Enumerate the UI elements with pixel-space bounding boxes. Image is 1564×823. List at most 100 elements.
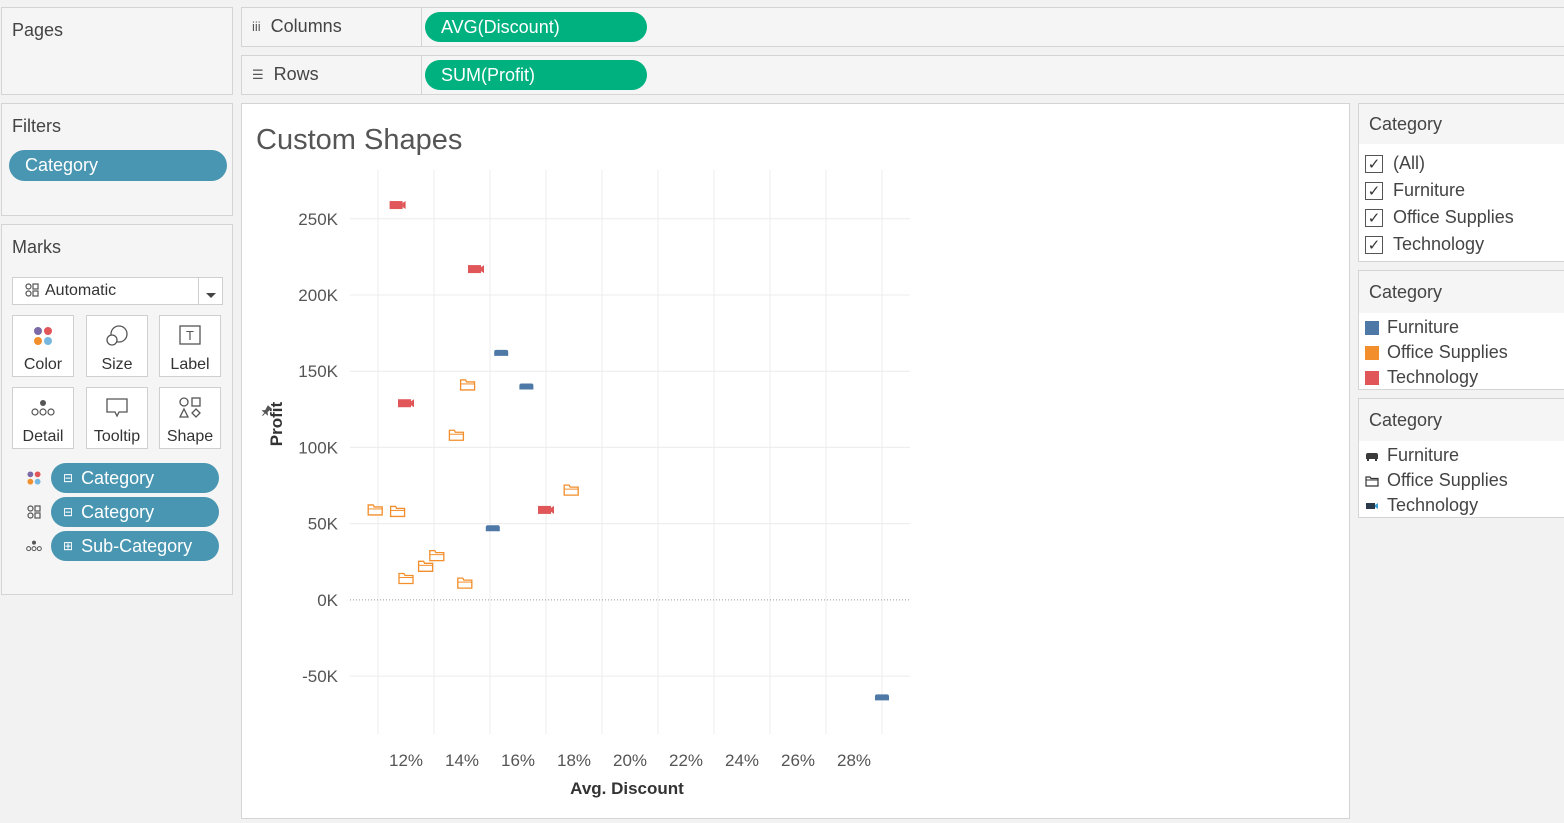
x-tick-label: 28% — [837, 751, 871, 770]
x-axis-label: Avg. Discount — [570, 779, 684, 798]
shape-field-pill[interactable]: ⊟ Category — [51, 497, 219, 527]
scatter-point[interactable] — [398, 572, 414, 585]
rows-icon: ☰ — [252, 66, 264, 82]
filter-item-all[interactable]: ✓ (All) — [1359, 150, 1564, 177]
size-button[interactable]: Size — [86, 315, 148, 377]
projector-lens — [402, 201, 406, 210]
filter-item-technology[interactable]: ✓ Technology — [1359, 231, 1564, 258]
detail-button[interactable]: Detail — [12, 387, 74, 449]
color-icon — [22, 470, 46, 486]
scatter-point[interactable] — [494, 349, 509, 356]
scatter-point[interactable] — [519, 383, 534, 390]
marks-field-row-detail: ⊞ Sub-Category — [22, 531, 219, 561]
filter-pill-category[interactable]: Category — [9, 150, 227, 181]
shelf-divider — [421, 56, 422, 94]
scatter-point[interactable] — [468, 265, 484, 274]
color-button[interactable]: Color — [12, 315, 74, 377]
color-legend-item-technology[interactable]: Technology — [1359, 365, 1564, 390]
filters-card[interactable]: Filters Category — [1, 103, 233, 216]
shape-legend-item-furniture[interactable]: Furniture — [1359, 443, 1564, 468]
y-tick-label: 50K — [308, 515, 339, 534]
color-swatch — [1365, 345, 1379, 360]
columns-shelf[interactable]: iii Columns AVG(Discount) — [241, 7, 1564, 47]
folder-icon — [398, 572, 414, 585]
rows-pill[interactable]: SUM(Profit) — [425, 60, 647, 90]
scatter-point[interactable] — [459, 379, 476, 391]
detail-field-pill[interactable]: ⊞ Sub-Category — [51, 531, 219, 561]
marks-title: Marks — [12, 237, 61, 257]
color-label: Color — [23, 356, 63, 373]
viz-area[interactable]: Custom Shapes 12% 14% 16% 18% 20% 22% 24% 26% 28… — [241, 103, 1350, 819]
scatter-point[interactable] — [389, 505, 406, 518]
x-tick-label: 20% — [613, 751, 647, 770]
tooltip-button[interactable]: Tooltip — [86, 387, 148, 449]
x-tick-label: 18% — [557, 751, 591, 770]
color-field-pill[interactable]: ⊟ Category — [51, 463, 219, 493]
mark-type-value: Automatic — [45, 282, 117, 299]
filter-item-furniture[interactable]: ✓ Furniture — [1359, 177, 1564, 204]
dropdown-divider — [198, 278, 199, 304]
scatter-point[interactable] — [448, 429, 465, 441]
rows-shelf[interactable]: ☰ Rows SUM(Profit) — [241, 55, 1564, 95]
shape-button[interactable]: Shape — [159, 387, 221, 449]
x-tick-label: 14% — [445, 751, 479, 770]
detail-icon — [31, 399, 55, 422]
folder-icon — [429, 550, 445, 562]
shape-legend-item-office-supplies[interactable]: Office Supplies — [1359, 468, 1564, 493]
scatter-point[interactable] — [875, 694, 889, 701]
x-tick-label: 24% — [725, 751, 759, 770]
pin-icon — [261, 405, 272, 417]
columns-pill[interactable]: AVG(Discount) — [425, 12, 647, 42]
y-tick-label: 0K — [317, 591, 338, 610]
pages-title: Pages — [12, 20, 64, 40]
shape-field-icon — [22, 505, 46, 519]
chevron-down-icon[interactable] — [205, 287, 217, 305]
y-tick-label: 100K — [298, 438, 338, 457]
mark-type-dropdown[interactable]: Automatic — [12, 277, 223, 305]
scatter-point[interactable] — [417, 560, 434, 572]
x-tick-label: 16% — [501, 751, 535, 770]
label-button[interactable]: T Label — [159, 315, 221, 377]
sofa-icon — [875, 694, 889, 701]
scatter-point[interactable] — [538, 505, 554, 514]
x-tick-label: 12% — [389, 751, 423, 770]
scatter-point[interactable] — [389, 201, 406, 210]
scatter-point[interactable] — [367, 504, 383, 516]
shape-legend: Category Furniture Office Supplies Techn… — [1358, 398, 1564, 518]
label-label: Label — [170, 356, 210, 373]
detail-field-label: Sub-Category — [81, 535, 193, 556]
sofa-icon — [485, 525, 500, 532]
color-field-label: Category — [81, 467, 155, 488]
y-axis-label: Profit — [267, 401, 286, 446]
checkbox-checked-icon[interactable]: ✓ — [1365, 208, 1383, 227]
pages-card[interactable]: Pages — [1, 7, 233, 95]
columns-shelf-label: iii Columns — [252, 16, 342, 37]
scatter-point[interactable] — [457, 577, 473, 589]
color-legend-item-furniture[interactable]: Furniture — [1359, 315, 1564, 340]
shape-legend-item-technology[interactable]: Technology — [1359, 493, 1564, 518]
scatter-point[interactable] — [398, 399, 414, 408]
color-legend: Category Furniture Office Supplies Techn… — [1358, 270, 1564, 390]
x-tick-label: 26% — [781, 751, 815, 770]
scatter-point[interactable] — [485, 525, 500, 532]
scatter-chart[interactable]: 12% 14% 16% 18% 20% 22% 24% 26% 28% 250K 200K 150K 1… — [242, 104, 1349, 818]
checkbox-checked-icon[interactable]: ✓ — [1365, 235, 1383, 254]
checkbox-checked-icon[interactable]: ✓ — [1365, 181, 1383, 200]
shape-field-label: Category — [81, 501, 155, 522]
filter-item-office-supplies[interactable]: ✓ Office Supplies — [1359, 204, 1564, 231]
scatter-point[interactable] — [563, 484, 579, 496]
scatter-point[interactable] — [429, 550, 445, 562]
checkbox-checked-icon[interactable]: ✓ — [1365, 154, 1383, 173]
projector-lens — [411, 399, 414, 408]
folder-icon — [389, 505, 406, 518]
color-legend-item-office-supplies[interactable]: Office Supplies — [1359, 340, 1564, 365]
viz-title: Custom Shapes — [256, 124, 463, 156]
collapse-icon: ⊟ — [63, 505, 74, 519]
rows-shelf-label: ☰ Rows — [252, 64, 319, 85]
projector-lens — [551, 505, 554, 514]
legend-label: Office Supplies — [1387, 342, 1508, 362]
automatic-mark-icon — [25, 283, 39, 302]
folder-icon — [367, 504, 383, 516]
columns-icon: iii — [252, 19, 261, 34]
legend-label: Furniture — [1387, 445, 1460, 465]
